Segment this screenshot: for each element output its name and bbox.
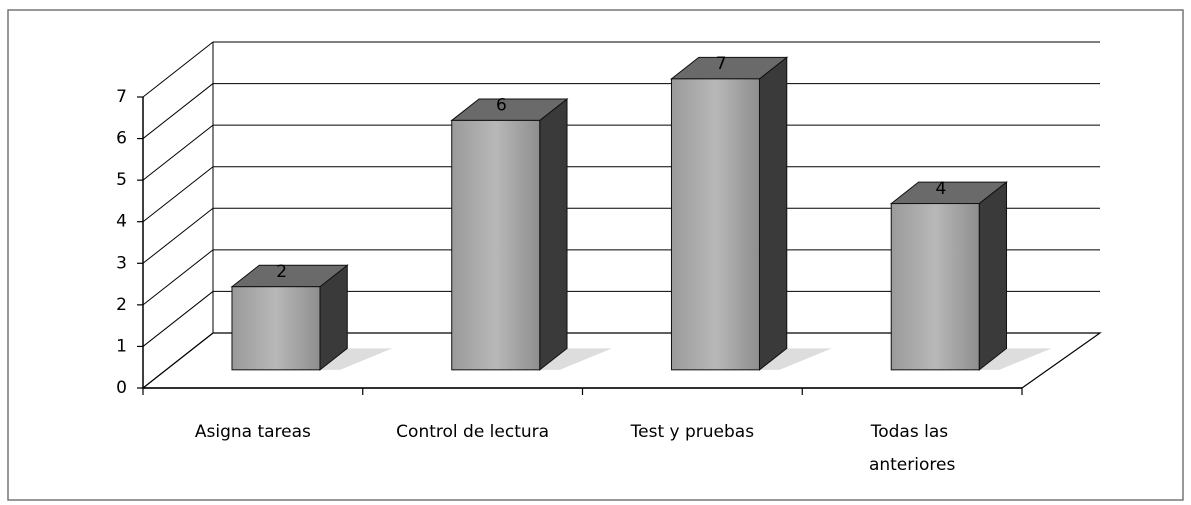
x-tick-label: Asigna tareas (195, 422, 311, 442)
grid-line (142, 332, 214, 389)
x-tick-label: Todas las anteriores (869, 422, 956, 475)
y-tick-label: 5 (116, 170, 127, 190)
bar (451, 119, 541, 371)
data-label: 2 (276, 262, 287, 282)
y-tick-label: 6 (116, 129, 127, 149)
data-label: 7 (716, 54, 727, 74)
x-tick-label: Test y pruebas (630, 422, 755, 442)
grid-line (142, 41, 214, 98)
data-label: 4 (935, 179, 946, 199)
bar-side (758, 56, 788, 371)
bar (890, 203, 980, 371)
y-tick-label: 7 (116, 87, 127, 107)
bar (231, 286, 321, 371)
x-tick-label: Control de lectura (396, 422, 549, 442)
grid-line (142, 83, 214, 139)
bar-side (539, 97, 568, 371)
grid-line (142, 291, 214, 347)
grid-line (142, 124, 214, 181)
y-tick-label: 3 (116, 253, 127, 273)
grid-line (142, 166, 214, 223)
y-tick-label: 1 (116, 336, 127, 356)
grid-line (142, 249, 214, 306)
grid-line (142, 207, 214, 264)
y-tick-label: 2 (116, 295, 127, 315)
y-tick-label: 0 (116, 378, 127, 398)
bar (670, 78, 760, 371)
bar-side (978, 181, 1008, 371)
data-label: 6 (496, 96, 507, 116)
y-tick-label: 4 (116, 212, 127, 232)
